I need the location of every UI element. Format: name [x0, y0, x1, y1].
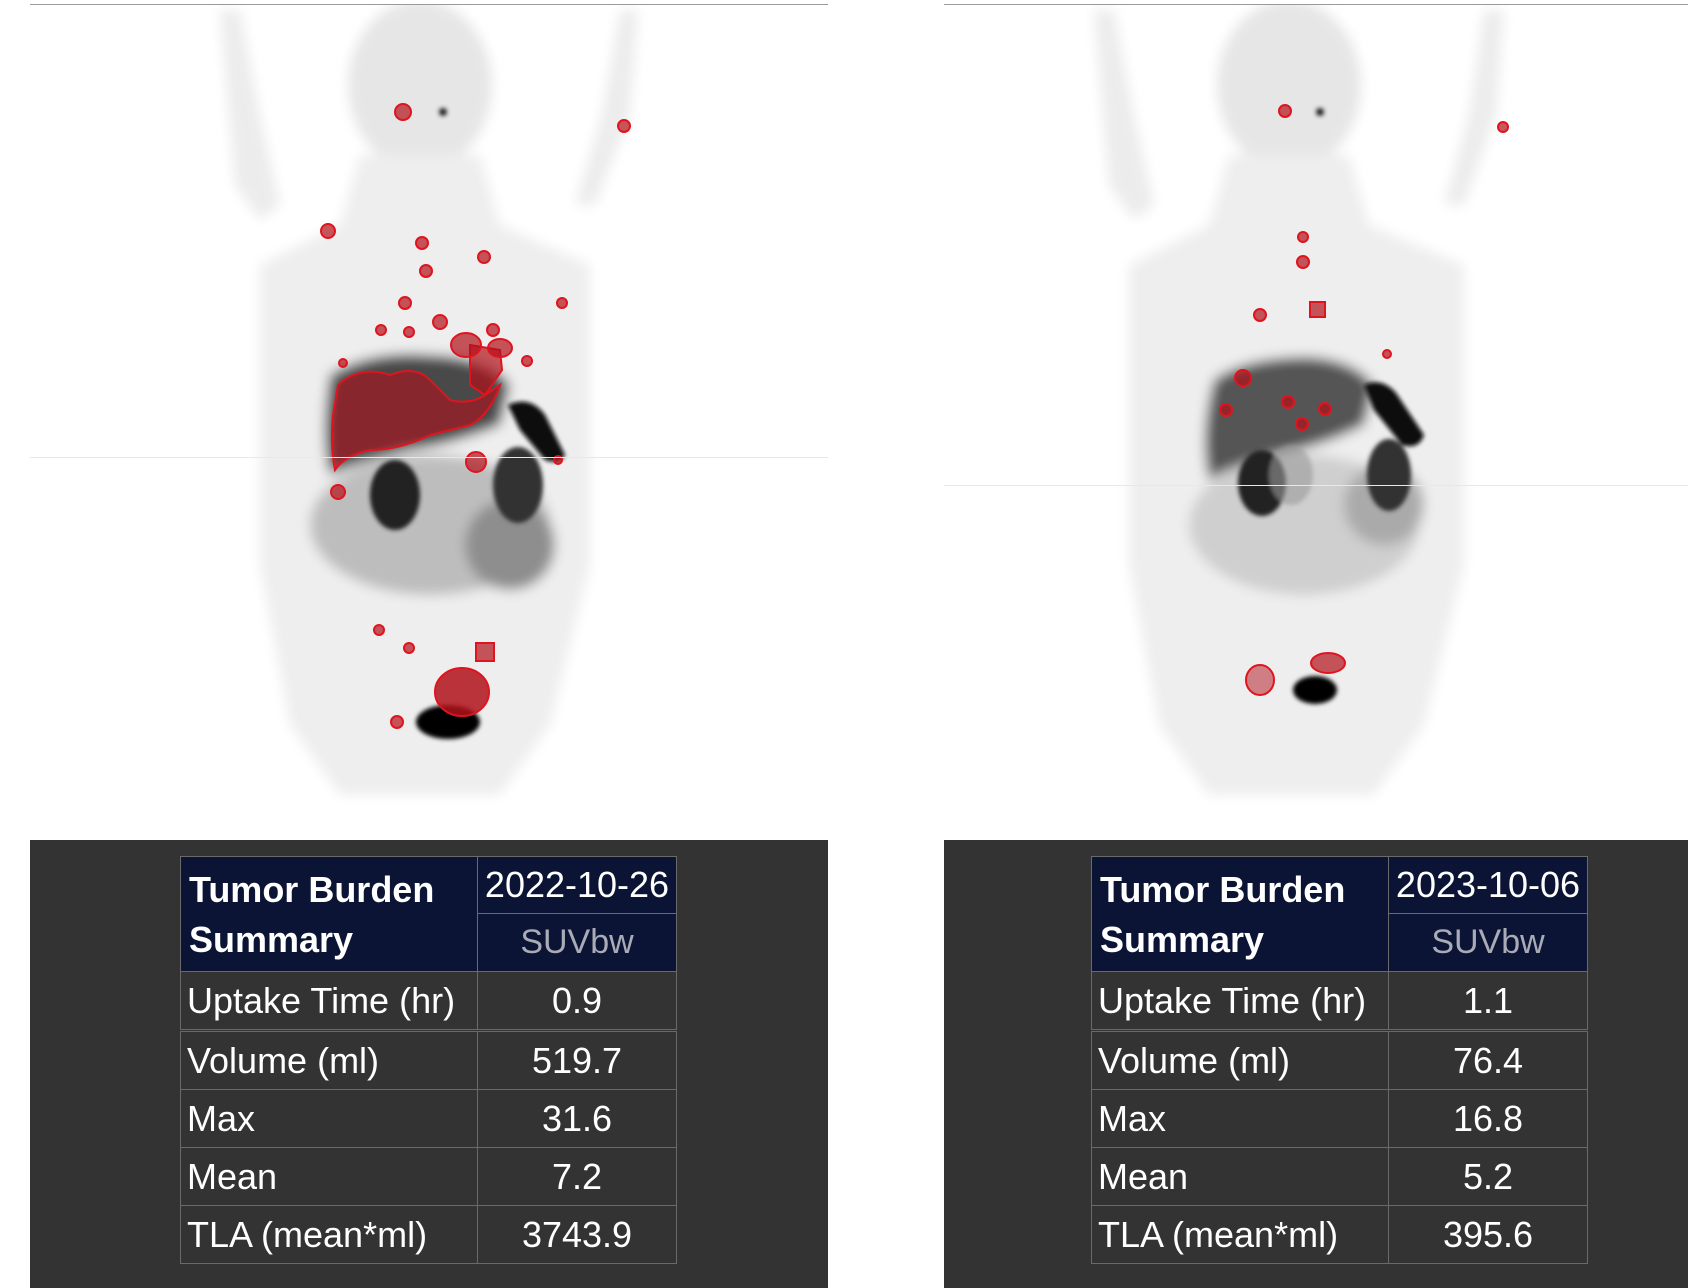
summary-panel-baseline: Tumor Burden Summary 2022-10-26 SUVbw Upt… — [30, 840, 828, 1288]
scan-panel-baseline: Tumor Burden Summary 2022-10-26 SUVbw Upt… — [30, 0, 828, 1288]
scan-date: 2023-10-06 — [1388, 856, 1588, 914]
scan-date: 2022-10-26 — [477, 856, 677, 914]
tumor-burden-table: Tumor Burden Summary 2023-10-06 SUVbw Upt… — [1091, 856, 1588, 1264]
tumor-burden-table: Tumor Burden Summary 2022-10-26 SUVbw Upt… — [180, 856, 677, 1264]
pet-mip-image-followup — [944, 5, 1688, 840]
lesion-contours — [320, 103, 631, 729]
row-value-volume: 76.4 — [1388, 1030, 1588, 1090]
row-value-tla: 395.6 — [1388, 1205, 1588, 1264]
body-silhouette — [1094, 5, 1504, 795]
row-value-tla: 3743.9 — [477, 1205, 677, 1264]
row-label-max: Max — [1091, 1089, 1389, 1148]
unit-label: SUVbw — [477, 913, 677, 972]
row-label-mean: Mean — [180, 1147, 478, 1206]
organs-high-uptake — [1238, 108, 1424, 704]
row-value-max: 31.6 — [477, 1089, 677, 1148]
scan-panel-followup: Tumor Burden Summary 2023-10-06 SUVbw Upt… — [944, 0, 1688, 1288]
row-value-mean: 5.2 — [1388, 1147, 1588, 1206]
pet-mip-image-baseline — [30, 5, 828, 840]
row-label-uptake: Uptake Time (hr) — [180, 971, 478, 1032]
organs-high-uptake — [370, 108, 565, 739]
image-divider — [30, 457, 828, 458]
row-label-volume: Volume (ml) — [1091, 1030, 1389, 1090]
unit-label: SUVbw — [1388, 913, 1588, 972]
summary-panel-followup: Tumor Burden Summary 2023-10-06 SUVbw Upt… — [944, 840, 1688, 1288]
row-value-max: 16.8 — [1388, 1089, 1588, 1148]
row-label-uptake: Uptake Time (hr) — [1091, 971, 1389, 1032]
table-title: Tumor Burden Summary — [180, 856, 478, 972]
row-value-uptake: 1.1 — [1388, 971, 1588, 1032]
row-value-volume: 519.7 — [477, 1030, 677, 1090]
row-label-mean: Mean — [1091, 1147, 1389, 1206]
lesion-contours — [1219, 104, 1509, 696]
top-divider — [944, 4, 1688, 5]
image-divider — [944, 485, 1688, 486]
row-label-max: Max — [180, 1089, 478, 1148]
row-value-uptake: 0.9 — [477, 971, 677, 1032]
row-label-volume: Volume (ml) — [180, 1030, 478, 1090]
row-label-tla: TLA (mean*ml) — [180, 1205, 478, 1264]
row-label-tla: TLA (mean*ml) — [1091, 1205, 1389, 1264]
row-value-mean: 7.2 — [477, 1147, 677, 1206]
table-title: Tumor Burden Summary — [1091, 856, 1389, 972]
